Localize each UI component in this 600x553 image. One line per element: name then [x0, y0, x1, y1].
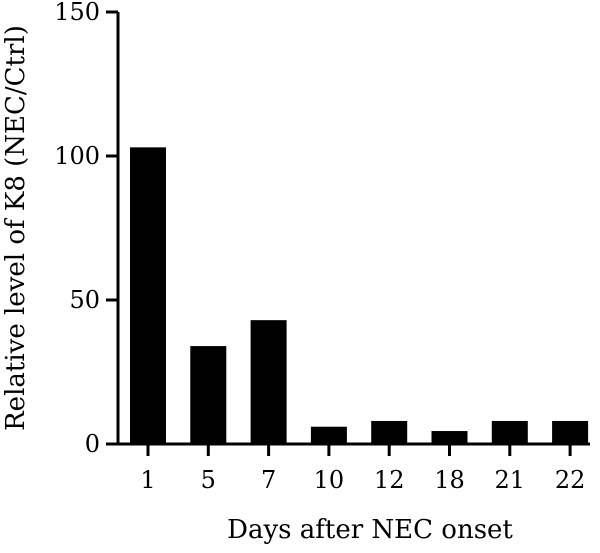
x-tick-label: 18 [434, 466, 465, 494]
bar-day-21 [491, 420, 528, 444]
x-tick-label: 10 [314, 466, 345, 494]
axes-group [116, 12, 590, 446]
bar-day-7 [250, 320, 287, 444]
x-tick-label: 22 [555, 466, 586, 494]
x-tick-label: 21 [495, 466, 526, 494]
bar-day-12 [371, 420, 408, 444]
bar-day-18 [431, 431, 468, 444]
y-axis-title: Relative level of K8 (NEC/Ctrl) [1, 25, 31, 431]
y-tick-label: 50 [69, 286, 100, 314]
x-tick-label: 1 [140, 466, 155, 494]
x-tick-label: 12 [374, 466, 405, 494]
bar-day-5 [190, 346, 227, 444]
bars-group [130, 147, 589, 445]
x-tick-label: 5 [201, 466, 216, 494]
x-ticks-group: 1 5 7 10 12 18 21 22 [140, 444, 585, 494]
y-tick-label: 150 [54, 0, 100, 26]
y-tick-label: 100 [54, 142, 100, 170]
x-axis-title: Days after NEC onset [227, 515, 513, 545]
y-ticks-group: 0 50 100 150 [54, 0, 118, 458]
bar-day-10 [310, 426, 347, 444]
bar-day-1 [130, 147, 166, 445]
bar-day-22 [552, 420, 589, 444]
y-tick-label: 0 [85, 430, 100, 458]
x-tick-label: 7 [261, 466, 276, 494]
